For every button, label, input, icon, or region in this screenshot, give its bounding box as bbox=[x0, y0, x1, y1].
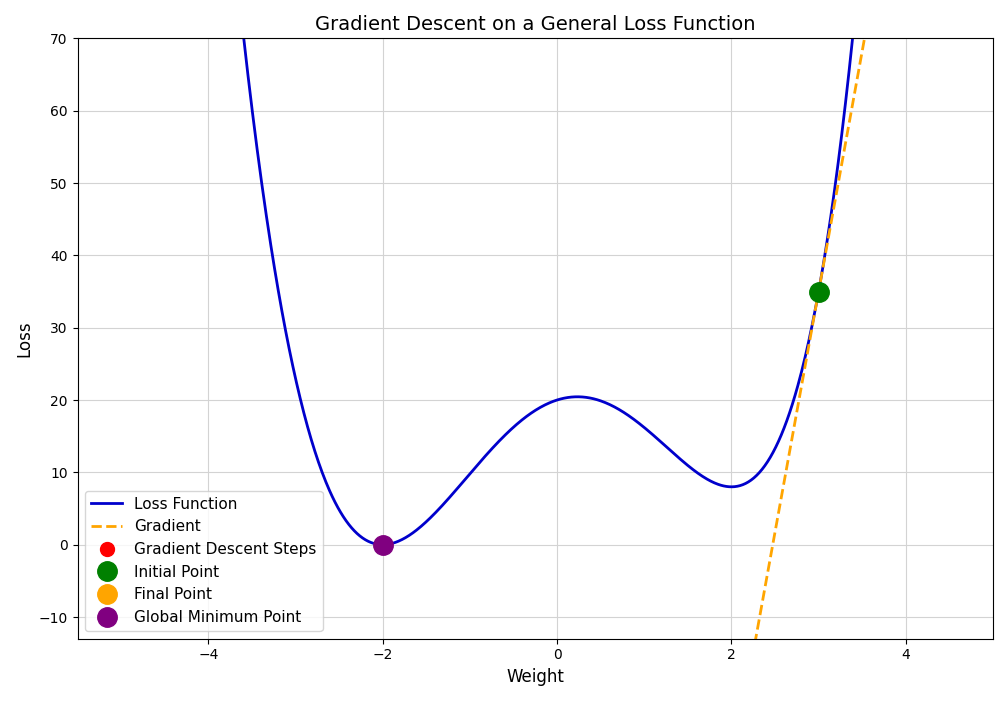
Y-axis label: Loss: Loss bbox=[15, 320, 33, 357]
Gradient bbox=[764, 557, 776, 566]
Legend: Loss Function, Gradient, Gradient Descent Steps, Initial Point, Final Point, Glo: Loss Function, Gradient, Gradient Descen… bbox=[85, 491, 323, 631]
Loss Function bbox=[802, 336, 814, 345]
Loss Function bbox=[786, 400, 798, 409]
Gradient bbox=[747, 650, 759, 658]
X-axis label: Weight: Weight bbox=[506, 668, 564, 686]
Loss Function bbox=[701, 475, 713, 484]
Loss Function bbox=[377, 540, 389, 549]
Loss Function bbox=[476, 456, 488, 464]
Line: Loss Function: Loss Function bbox=[78, 0, 993, 545]
Title: Gradient Descent on a General Loss Function: Gradient Descent on a General Loss Funct… bbox=[316, 15, 756, 34]
Line: Gradient: Gradient bbox=[714, 0, 923, 701]
Loss Function bbox=[443, 494, 455, 503]
